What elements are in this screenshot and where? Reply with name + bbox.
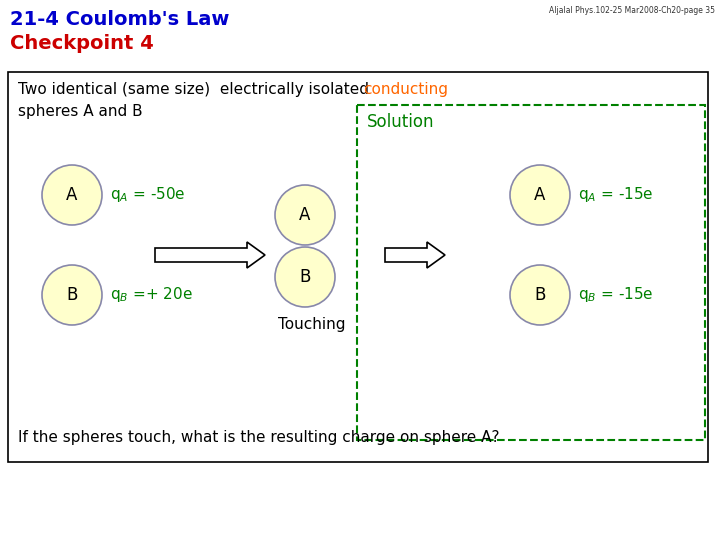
Circle shape bbox=[510, 165, 570, 225]
Text: A: A bbox=[66, 186, 78, 204]
Text: q$_B$ =+ 20e: q$_B$ =+ 20e bbox=[110, 286, 193, 305]
Text: q$_A$ = -15e: q$_A$ = -15e bbox=[578, 186, 654, 205]
Text: B: B bbox=[534, 286, 546, 304]
Text: q$_A$ = -50e: q$_A$ = -50e bbox=[110, 186, 186, 205]
Text: B: B bbox=[300, 268, 311, 286]
Text: Two identical (same size)  electrically isolated: Two identical (same size) electrically i… bbox=[18, 82, 374, 97]
Text: A: A bbox=[300, 206, 311, 224]
Text: B: B bbox=[66, 286, 78, 304]
Bar bbox=[8, 72, 708, 462]
FancyArrow shape bbox=[385, 242, 445, 268]
Text: conducting: conducting bbox=[363, 82, 448, 97]
Text: A: A bbox=[534, 186, 546, 204]
Text: spheres A and B: spheres A and B bbox=[18, 104, 143, 119]
Text: Solution: Solution bbox=[367, 113, 434, 131]
Circle shape bbox=[510, 265, 570, 325]
FancyArrow shape bbox=[155, 242, 265, 268]
Text: If the spheres touch, what is the resulting charge on sphere A?: If the spheres touch, what is the result… bbox=[18, 430, 500, 445]
Circle shape bbox=[42, 265, 102, 325]
Circle shape bbox=[275, 247, 335, 307]
Circle shape bbox=[275, 185, 335, 245]
Text: 21-4 Coulomb's Law: 21-4 Coulomb's Law bbox=[10, 10, 230, 29]
Text: q$_B$ = -15e: q$_B$ = -15e bbox=[578, 286, 654, 305]
Text: Touching: Touching bbox=[277, 317, 345, 332]
Text: Checkpoint 4: Checkpoint 4 bbox=[10, 34, 154, 53]
Circle shape bbox=[42, 165, 102, 225]
Bar bbox=[357, 105, 705, 440]
Text: Aljalal Phys.102-25 Mar2008-Ch20-page 35: Aljalal Phys.102-25 Mar2008-Ch20-page 35 bbox=[549, 6, 715, 15]
